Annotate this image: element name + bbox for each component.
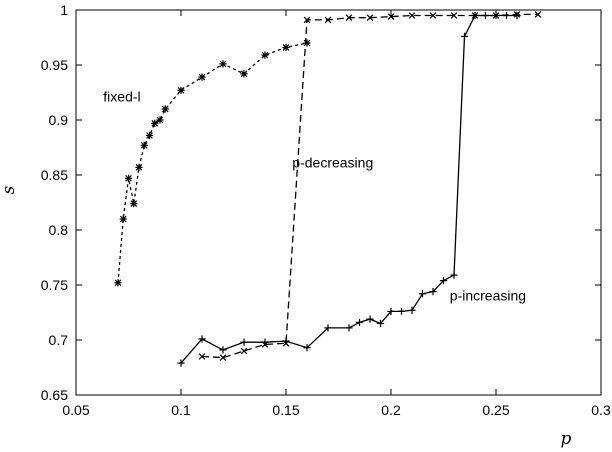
data-point: [439, 277, 448, 285]
data-point: [130, 200, 138, 208]
plot-frame: [75, 9, 602, 396]
x-tick-labels: 0.05 0.1 0.15 0.2 0.25 0.3: [62, 402, 611, 418]
data-point: [219, 354, 227, 361]
data-point: [240, 338, 248, 346]
data-point: [124, 174, 133, 182]
x-axis-label: p: [561, 429, 572, 449]
data-point: [408, 12, 416, 19]
data-point: [219, 60, 227, 68]
data-point: [261, 51, 269, 59]
data-point: [376, 319, 385, 328]
y-tick-label: 0.9: [49, 112, 69, 128]
series-annotation: p-increasing: [450, 287, 526, 303]
data-point: [429, 288, 437, 296]
series-annotation: fixed-l: [103, 88, 140, 104]
data-point: [418, 290, 427, 298]
data-point: [156, 116, 164, 124]
series-markers: [114, 11, 542, 367]
data-point: [151, 119, 159, 127]
y-tick-label: 0.8: [49, 222, 69, 238]
data-point: [198, 73, 206, 81]
axis-ticks: [75, 9, 602, 396]
data-point: [303, 39, 311, 47]
series-annotation: p-decreasing: [292, 154, 373, 170]
data-point: [366, 14, 374, 22]
data-point: [303, 344, 311, 352]
y-tick-label: 0.7: [49, 332, 69, 348]
data-point: [513, 11, 521, 20]
data-point: [119, 215, 127, 223]
x-tick-label: 0.1: [171, 402, 191, 418]
data-point: [140, 141, 148, 149]
data-point: [198, 335, 206, 343]
data-point: [219, 346, 227, 354]
data-point: [198, 353, 206, 360]
data-point: [408, 306, 416, 314]
series-annotations: fixed-l p-decreasing p-increasing: [103, 88, 526, 303]
data-point: [282, 43, 290, 51]
data-point: [492, 11, 500, 20]
series-line-p-decreasing: [201, 13, 538, 359]
series-lines: [117, 13, 538, 364]
data-point: [450, 12, 458, 19]
y-tick-label: 1: [60, 2, 68, 18]
data-point: [460, 32, 469, 40]
data-point: [387, 307, 395, 315]
data-point: [534, 11, 542, 18]
data-point: [114, 279, 122, 287]
data-point: [387, 13, 395, 20]
x-tick-label: 0.15: [272, 402, 299, 418]
y-tick-label: 0.75: [41, 277, 68, 293]
data-point: [345, 324, 353, 332]
data-point: [161, 105, 169, 113]
series-line-fixed-l: [117, 42, 308, 283]
data-point: [366, 315, 374, 323]
data-point: [177, 359, 185, 367]
data-point: [135, 163, 143, 171]
x-tick-label: 0.05: [62, 402, 89, 418]
x-tick-label: 0.2: [381, 402, 401, 418]
data-point: [282, 337, 290, 345]
data-point: [261, 338, 269, 346]
y-axis-label: s: [0, 185, 19, 194]
data-point: [240, 347, 248, 355]
data-point: [324, 324, 332, 332]
series-line-p-increasing: [180, 14, 517, 364]
data-point: [481, 11, 490, 20]
data-point: [303, 16, 311, 24]
data-point: [429, 12, 437, 19]
y-tick-label: 0.65: [41, 387, 68, 403]
data-point: [471, 11, 479, 20]
x-tick-label: 0.25: [482, 402, 509, 418]
data-point: [450, 271, 458, 279]
y-tick-label: 0.95: [41, 57, 68, 73]
data-point: [397, 307, 406, 315]
data-point: [145, 131, 154, 139]
data-point: [502, 11, 511, 20]
y-tick-label: 0.85: [41, 167, 68, 183]
y-tick-labels: 0.65 0.7 0.75 0.8 0.85 0.9 0.95 1: [41, 2, 68, 403]
data-point: [345, 14, 353, 22]
data-point: [177, 86, 185, 94]
data-point: [355, 318, 364, 326]
x-tick-label: 0.3: [591, 402, 611, 418]
data-point: [324, 16, 332, 24]
data-point: [240, 70, 248, 78]
